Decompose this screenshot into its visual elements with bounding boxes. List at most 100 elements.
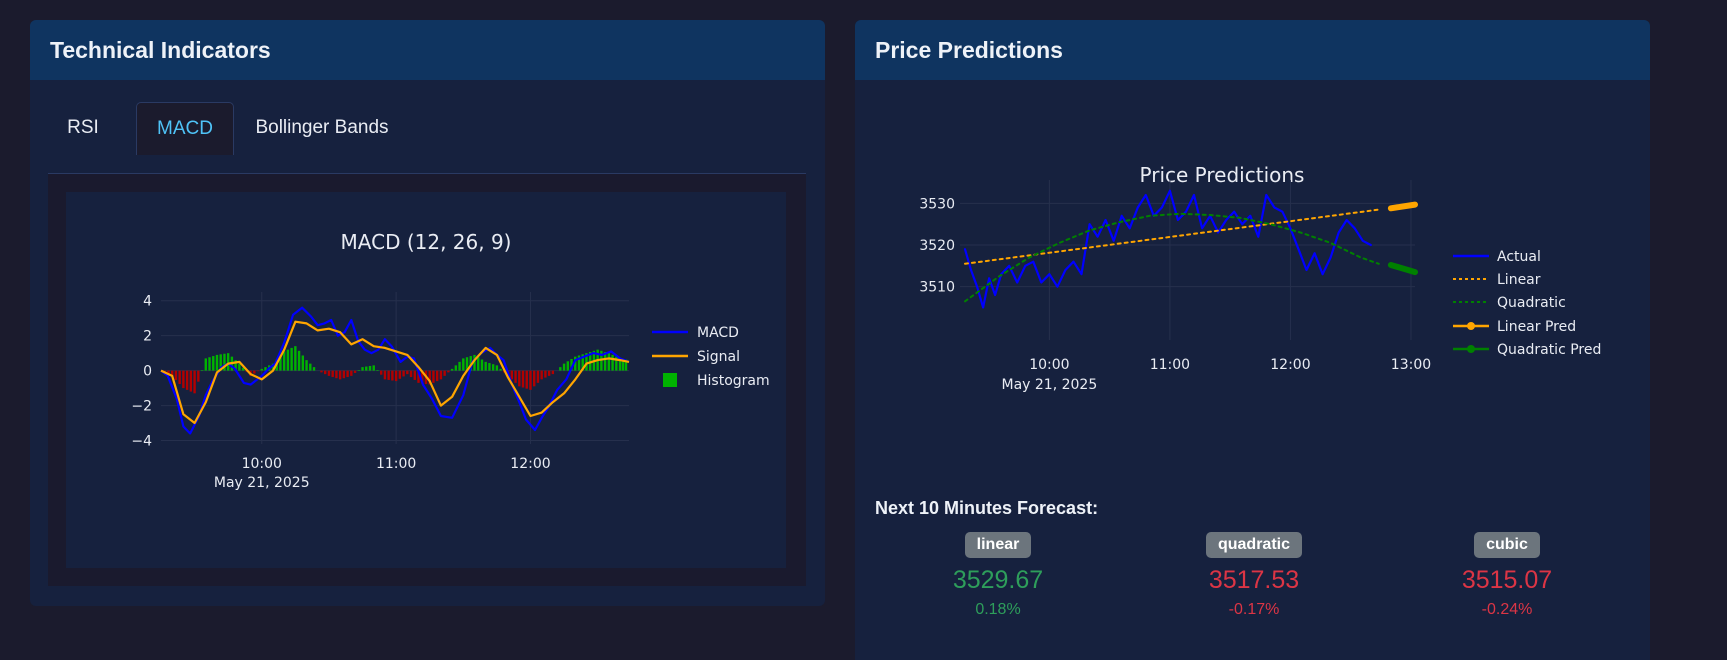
histogram-bar [574, 356, 577, 371]
legend-label: Quadratic [1497, 295, 1566, 311]
histogram-bar [215, 354, 219, 371]
histogram-bar [350, 370, 353, 376]
tab-bollinger-bands[interactable]: Bollinger Bands [255, 117, 389, 138]
histogram-bar [324, 370, 327, 375]
histogram-bar [421, 370, 424, 384]
technical-indicators-card: Technical Indicators RSI MACD Bollinger … [30, 20, 825, 606]
histogram-bar [581, 354, 584, 371]
histogram-bar [200, 370, 204, 371]
histogram-bar [432, 370, 435, 383]
forecast-value: 3517.53 [1208, 566, 1300, 594]
histogram-bar [540, 370, 543, 380]
histogram-bar [398, 370, 402, 379]
y-tick-label: 3510 [919, 280, 955, 296]
legend-label: Linear [1497, 272, 1541, 288]
histogram-bar [383, 370, 387, 380]
histogram-bar [611, 354, 614, 371]
histogram-bar [615, 356, 618, 371]
histogram-bar [473, 354, 476, 371]
histogram-bar [256, 370, 260, 372]
tab-rsi[interactable]: RSI [67, 117, 99, 138]
macd-line [160, 306, 630, 435]
histogram-bar [495, 365, 499, 371]
histogram-bar [305, 360, 308, 371]
forecast-change: -0.17% [1228, 601, 1280, 618]
forecast-heading: Next 10 Minutes Forecast: [875, 498, 1099, 518]
histogram-bar [294, 346, 297, 371]
histogram-bar [241, 367, 245, 371]
x-date-label: May 21, 2025 [1002, 377, 1098, 393]
histogram-bar [447, 370, 450, 373]
y-tick-label: 3520 [919, 238, 955, 254]
histogram-bar [428, 370, 431, 385]
macd-chart-panel: MACD (12, 26, 9) 4 2 0 −2 −4 10:00 11:00 12:00 Ma… [66, 192, 786, 568]
histogram-bar [372, 365, 375, 371]
histogram-bar [286, 349, 290, 371]
histogram-bar [234, 360, 237, 371]
legend-marker-quadratic-pred [1467, 345, 1475, 353]
histogram-bar [450, 368, 454, 371]
histogram-bar [297, 350, 301, 371]
quadratic-pred-line [1387, 262, 1418, 276]
histogram-bar [361, 367, 364, 371]
histogram-bar [342, 370, 346, 379]
histogram-bar [518, 370, 521, 387]
histogram-bar [189, 370, 193, 392]
histogram-bar [208, 357, 211, 371]
histogram-bar [346, 370, 349, 378]
x-tick-label: 12:00 [1270, 357, 1310, 373]
histogram-bar [491, 364, 495, 371]
histogram-bar [624, 359, 628, 371]
price-predictions-chart[interactable]: Price Predictions 3530 3520 3510 10:00 11:00 1… [855, 100, 1650, 440]
histogram-bar [559, 367, 562, 371]
y-tick-label: 0 [143, 364, 152, 380]
legend-label: Signal [697, 349, 740, 365]
histogram-bar [566, 361, 569, 371]
linear-fit-line [964, 208, 1380, 265]
histogram-bar [338, 370, 342, 380]
tab-macd[interactable]: MACD [136, 102, 234, 155]
price-predictions-title: Price Predictions [855, 20, 1650, 80]
histogram-bar [547, 370, 551, 376]
histogram-bar [618, 358, 622, 371]
y-tick-label: 2 [143, 329, 152, 345]
histogram-bar [391, 370, 394, 381]
macd-chart[interactable]: MACD (12, 26, 9) 4 2 0 −2 −4 10:00 11:00 12:00 Ma… [66, 192, 786, 568]
chart-title: MACD (12, 26, 9) [341, 230, 512, 254]
histogram-bar [312, 367, 316, 371]
histogram-bar [499, 368, 502, 371]
histogram-bar [510, 370, 514, 380]
price-predictions-card: Price Predictions Price Predictions 3530 3… [855, 20, 1650, 660]
histogram-bar [562, 363, 566, 371]
histogram-bar [544, 370, 547, 378]
tabs-divider [48, 173, 806, 174]
forecast-cubic: cubic 3515.07 -0.24% [1407, 532, 1607, 619]
histogram-bar [170, 370, 174, 376]
histogram-bar [282, 351, 286, 371]
forecast-method-badge: linear [964, 532, 1032, 558]
forecast-change: -0.24% [1481, 601, 1533, 618]
legend-label: MACD [697, 325, 739, 341]
legend-label: Quadratic Pred [1497, 342, 1601, 358]
forecast-linear: linear 3529.67 0.18% [898, 532, 1098, 619]
histogram-bar [600, 350, 603, 371]
histogram-bar [212, 356, 215, 371]
histogram-bar [462, 358, 465, 371]
histogram-bar [521, 370, 525, 388]
histogram-bar [585, 353, 588, 371]
histogram-bar [219, 354, 222, 371]
histogram-bar [533, 370, 536, 387]
histogram-bar [484, 361, 487, 371]
histogram-bar [197, 370, 200, 382]
histogram-bar [357, 370, 360, 371]
forecast-change: 0.18% [975, 601, 1021, 618]
legend-marker-linear-pred [1467, 322, 1475, 330]
forecast-value: 3529.67 [952, 566, 1044, 594]
histogram-bar [320, 370, 323, 373]
legend-label: Histogram [697, 373, 770, 389]
histogram-bar [454, 365, 458, 371]
histogram-bar [368, 365, 372, 371]
histogram-bar [309, 363, 312, 371]
histogram-bar [335, 370, 338, 379]
y-tick-label: 3530 [919, 196, 955, 212]
